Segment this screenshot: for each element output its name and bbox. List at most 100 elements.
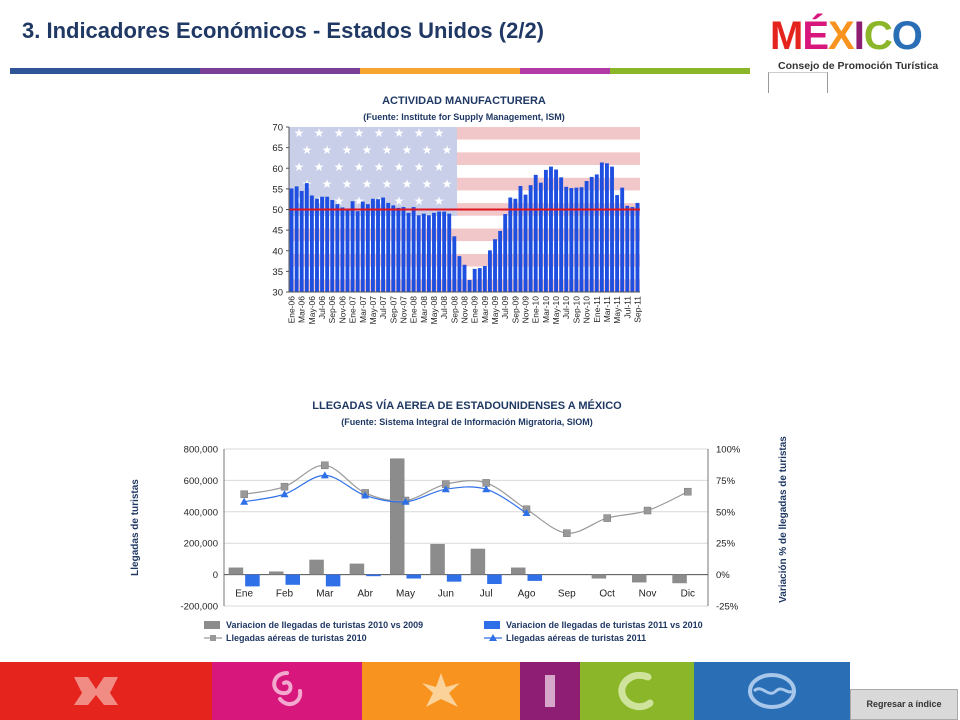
swirl-glyph-icon: [272, 671, 303, 707]
bar: [411, 207, 416, 292]
bar: [635, 202, 640, 292]
chart2-title: LLEGADAS VÍA AEREA DE ESTADOUNIDENSES A …: [312, 399, 622, 412]
bar: [386, 202, 391, 292]
flag-star: ★: [394, 126, 405, 140]
return-to-index-button[interactable]: Regresar a índice: [850, 689, 958, 720]
flag-star: ★: [422, 177, 433, 191]
bar: [620, 187, 625, 292]
bar: [299, 190, 304, 292]
x-tick-label: Nov-09: [521, 296, 531, 324]
x-tick-label: Sep-09: [510, 296, 520, 324]
x-tick-label: Nov-08: [460, 296, 470, 324]
bar: [630, 207, 635, 292]
mexico-logo: MÉXICO Consejo de Promoción Turística: [770, 14, 950, 84]
x-tick-label: Jul: [480, 589, 493, 600]
arrivals-chart: LLEGADAS VÍA AEREA DE ESTADOUNIDENSES A …: [130, 399, 789, 643]
y-right-tick-label: 50%: [716, 507, 736, 518]
bar: [309, 195, 314, 292]
bar-2010-vs-2009: [268, 571, 284, 575]
bar-2011-vs-2010: [487, 574, 502, 585]
chart1-subtitle: (Fuente: Institute for Supply Management…: [363, 112, 565, 122]
bar-2011-vs-2010: [446, 574, 462, 582]
bar-2011-vs-2010: [285, 574, 301, 585]
legend-marker: [489, 634, 497, 641]
x-tick-label: Nov-07: [398, 296, 408, 324]
flag-star: ★: [414, 126, 425, 140]
bar-2010-vs-2009: [430, 543, 445, 575]
x-tick-label: May-07: [368, 296, 378, 325]
x-tick-label: Jul-08: [439, 296, 449, 319]
flag-star: ★: [314, 160, 325, 174]
bar: [381, 197, 386, 292]
bar: [396, 207, 401, 292]
y-tick-label: 70: [272, 123, 283, 134]
bar: [508, 197, 513, 292]
chart1-bars: [289, 162, 640, 292]
bar: [528, 185, 533, 292]
footer-band-orange: [362, 662, 520, 720]
chart1-title: ACTIVIDAD MANUFACTURERA: [382, 95, 546, 107]
marker-2010: [684, 487, 692, 496]
marker-2010: [321, 461, 329, 470]
bar-2011-vs-2010: [245, 574, 260, 587]
x-tick-label: Sep-11: [632, 296, 642, 323]
flag-star: ★: [362, 143, 373, 157]
bar: [391, 205, 396, 292]
bar: [376, 199, 380, 292]
bar: [340, 207, 345, 292]
bar-2011-vs-2010: [325, 574, 341, 587]
x-tick-label: Mar-09: [480, 296, 490, 323]
flag-star: ★: [314, 126, 325, 140]
bar: [360, 201, 365, 292]
flag-star: ★: [374, 160, 385, 174]
y-right-tick-label: -25%: [716, 602, 739, 613]
bar: [442, 211, 447, 292]
x-tick-label: Ene-06: [287, 296, 297, 324]
y-tick-label: 40: [272, 246, 283, 257]
flag-star: ★: [334, 194, 345, 208]
x-tick-label: Jul-10: [561, 296, 571, 319]
y-tick-label: 200,000: [184, 539, 218, 550]
bar: [325, 196, 330, 292]
bar: [304, 183, 309, 292]
flag-star: ★: [394, 160, 405, 174]
bar: [345, 209, 350, 292]
line-2011: [244, 474, 527, 514]
bar: [426, 215, 431, 292]
flag-star: ★: [322, 143, 333, 157]
x-tick-label: Jul-07: [378, 296, 388, 319]
x-tick-label: Ene-11: [592, 296, 602, 323]
legend-label: Llegadas aéreas de turistas 2010: [226, 633, 367, 643]
mayan-glyph-icon: [74, 677, 118, 705]
bar: [294, 186, 299, 292]
charts-canvas: ACTIVIDAD MANUFACTURERA (Fuente: Institu…: [130, 95, 789, 643]
bar-2010-vs-2009: [672, 574, 687, 584]
legend-swatch: [204, 621, 220, 629]
footer-band-red: [0, 662, 212, 720]
marker-2011: [482, 485, 491, 493]
x-tick-label: Sep-08: [449, 296, 459, 324]
bar-2010-vs-2009: [510, 567, 526, 575]
x-tick-label: Sep-07: [388, 296, 398, 324]
bar: [559, 177, 564, 292]
flag-star: ★: [314, 194, 325, 208]
flag-star: ★: [434, 194, 445, 208]
pillar-glyph-icon: [545, 675, 555, 707]
bar: [564, 186, 569, 292]
bar-2010-vs-2009: [470, 548, 486, 575]
x-tick-label: May-11: [612, 296, 622, 324]
bar: [589, 176, 594, 292]
bar: [457, 256, 462, 292]
legend-label: Variacion de llegadas de turistas 2010 v…: [226, 620, 423, 630]
x-tick-label: Mar-11: [602, 296, 612, 323]
bar: [355, 211, 360, 292]
x-tick-label: Nov-10: [582, 296, 592, 324]
flag-star: ★: [334, 126, 345, 140]
legend-swatch: [484, 621, 500, 629]
flag-star: ★: [354, 160, 365, 174]
x-tick-label: Sep-10: [571, 296, 581, 324]
bar: [493, 239, 497, 292]
bar: [574, 187, 579, 292]
x-tick-label: Ene: [235, 589, 253, 600]
